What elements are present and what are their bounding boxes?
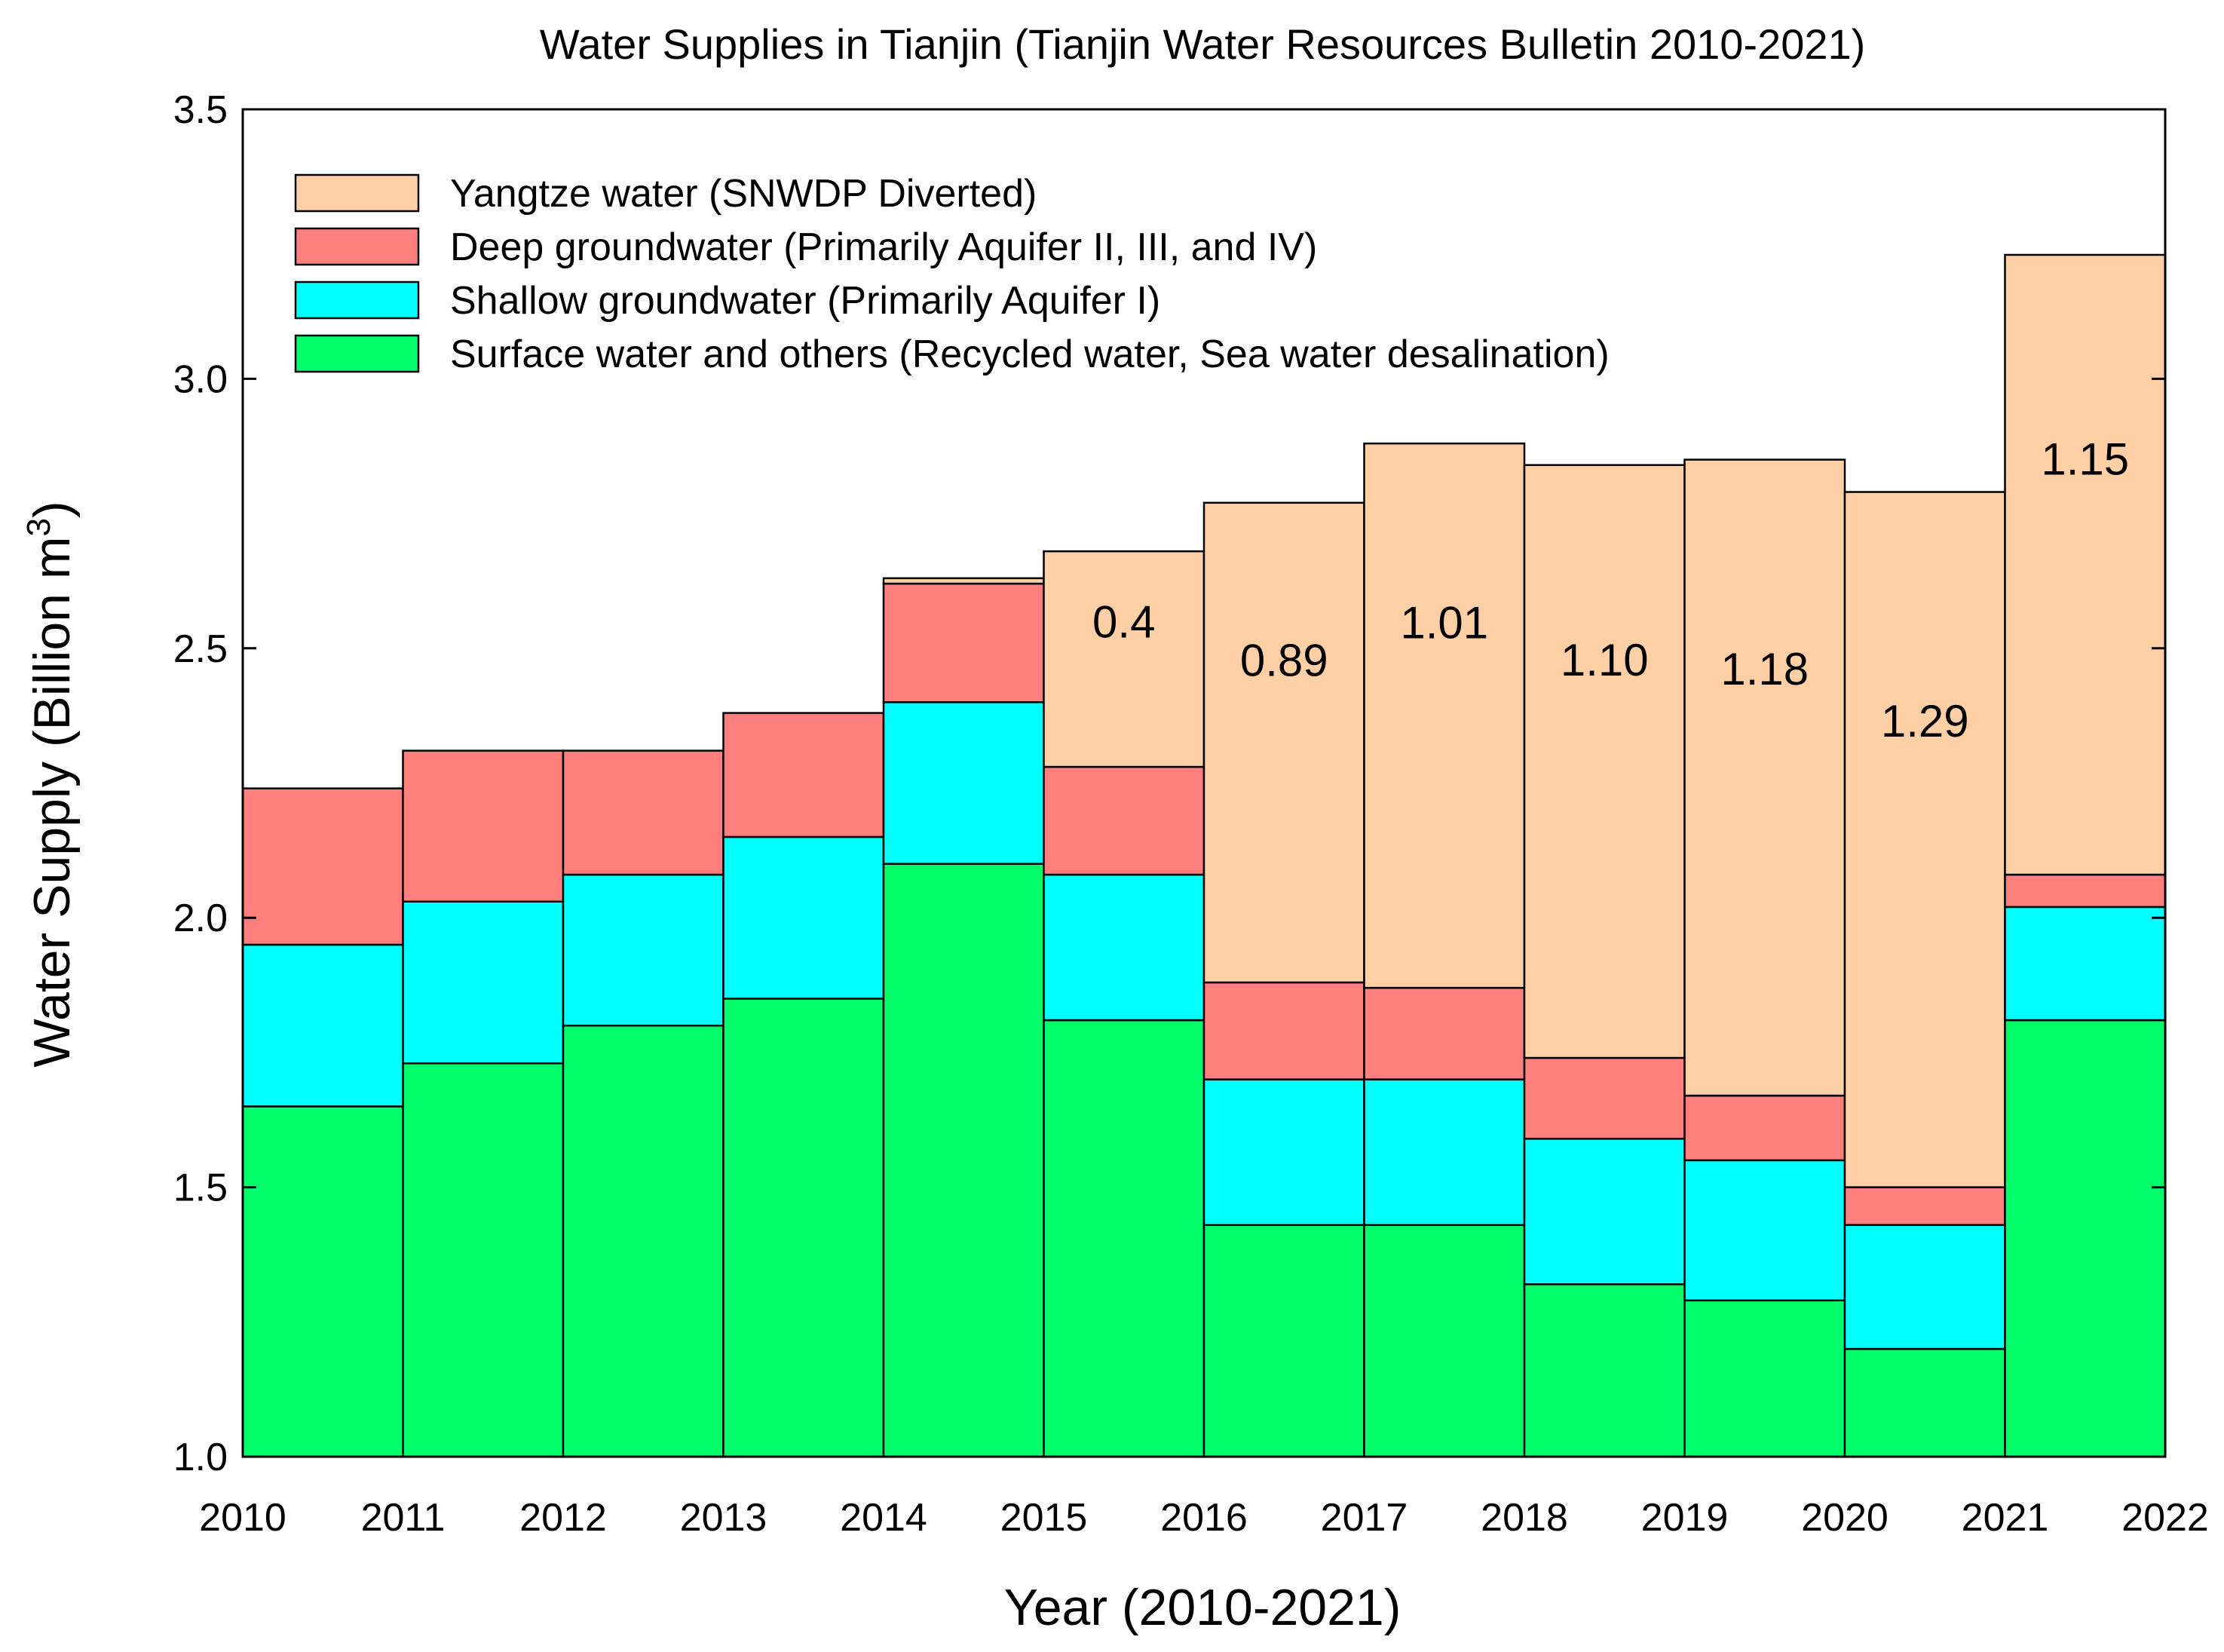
data-label-2015: 0.4 — [1092, 596, 1155, 647]
bar-2021-series-3 — [2004, 253, 2167, 876]
bar-2019-series-3 — [1683, 458, 1846, 1097]
bar-2014-series-0 — [882, 863, 1045, 1458]
x-tick-label: 2016 — [1160, 1496, 1248, 1540]
data-label-2018: 1.10 — [1561, 635, 1649, 685]
bar-2018-series-3 — [1523, 464, 1686, 1059]
bar-2020-series-2 — [1843, 1186, 2006, 1226]
legend-swatch-1 — [294, 280, 420, 320]
bar-2011-series-1 — [402, 900, 565, 1065]
bar-2020-series-3 — [1843, 491, 2006, 1188]
legend-swatch-0 — [294, 334, 420, 373]
bar-2012-series-0 — [562, 1024, 724, 1458]
x-tick-label: 2012 — [519, 1496, 607, 1540]
y-tick-label: 2.0 — [173, 896, 228, 940]
y-tick-label: 1.5 — [173, 1166, 228, 1210]
legend-label-1: Shallow groundwater (Primarily Aquifer I… — [450, 279, 1160, 323]
data-label-2016: 0.89 — [1240, 636, 1328, 686]
bars-group: 0.4 0.89 1.01 1.10 1.18 1.29 1.15 — [241, 253, 2167, 1458]
x-tick-label: 2015 — [1000, 1496, 1088, 1540]
bar-2015-series-3 — [1043, 550, 1205, 768]
bar-2016-series-3 — [1202, 501, 1365, 984]
x-axis-label: Year (2010-2021) — [1004, 1579, 1401, 1636]
bar-2014-series-3 — [882, 577, 1045, 585]
bar-2017-series-1 — [1363, 1078, 1526, 1226]
data-label-2019: 1.18 — [1720, 644, 1809, 694]
bar-2010-series-2 — [241, 787, 404, 946]
y-tick-label: 3.5 — [173, 88, 228, 132]
legend-label-0: Surface water and others (Recycled water… — [450, 333, 1610, 376]
bar-2019-series-1 — [1683, 1159, 1846, 1301]
x-tick-label: 2021 — [1962, 1496, 2049, 1540]
legend: Yangtze water (SNWDP Diverted) Deep groun… — [294, 172, 1610, 376]
x-tick-label: 2019 — [1641, 1496, 1729, 1540]
bar-2013-series-2 — [722, 712, 885, 838]
bar-2015-series-0 — [1043, 1019, 1205, 1458]
bar-2017-series-0 — [1363, 1224, 1526, 1458]
x-tick-label: 2017 — [1321, 1496, 1408, 1540]
bar-2021-series-1 — [2004, 906, 2167, 1022]
bar-2020-series-1 — [1843, 1224, 2006, 1350]
bar-2021-series-0 — [2004, 1019, 2167, 1458]
bar-2017-series-3 — [1363, 442, 1526, 989]
bar-2013-series-0 — [722, 998, 885, 1458]
y-axis: 1.0 1.5 2.0 2.5 3.0 3.5 — [173, 88, 2165, 1479]
bar-2014-series-1 — [882, 701, 1045, 865]
bar-2016-series-2 — [1202, 981, 1365, 1080]
x-tick-label: 2014 — [840, 1496, 927, 1540]
bar-2011-series-0 — [402, 1062, 565, 1458]
y-axis-label-sup: 3 — [20, 518, 57, 536]
y-axis-label-text: Water Supply (Billion m — [23, 537, 81, 1068]
legend-label-2: Deep groundwater (Primarily Aquifer II, … — [450, 225, 1317, 269]
x-tick-label: 2011 — [361, 1496, 446, 1540]
bar-2017-series-2 — [1363, 986, 1526, 1080]
bar-2018-series-2 — [1523, 1056, 1686, 1140]
legend-swatch-2 — [294, 227, 420, 266]
bar-2015-series-2 — [1043, 765, 1205, 876]
bar-2015-series-1 — [1043, 873, 1205, 1022]
bar-2020-series-0 — [1843, 1347, 2006, 1458]
x-tick-label: 2010 — [199, 1496, 286, 1540]
data-label-2020: 1.29 — [1881, 696, 1969, 746]
bar-2014-series-2 — [882, 582, 1045, 703]
legend-label-3: Yangtze water (SNWDP Diverted) — [450, 172, 1037, 216]
y-axis-label: Water Supply (Billion m3) — [20, 501, 81, 1067]
x-tick-label: 2020 — [1801, 1496, 1889, 1540]
bar-2018-series-0 — [1523, 1283, 1686, 1458]
y-tick-label: 2.5 — [173, 627, 228, 671]
chart-title: Water Supplies in Tianjin (Tianjin Water… — [540, 20, 1866, 68]
bar-2016-series-1 — [1202, 1078, 1365, 1226]
bar-2012-series-2 — [562, 749, 724, 876]
x-tick-label: 2022 — [2121, 1496, 2209, 1540]
bar-2019-series-2 — [1683, 1094, 1846, 1162]
x-tick-label: 2013 — [680, 1496, 767, 1540]
plot-frame — [241, 108, 2167, 1458]
data-label-2017: 1.01 — [1400, 597, 1488, 648]
bar-2021-series-2 — [2004, 873, 2167, 909]
bar-2013-series-1 — [722, 835, 885, 1000]
bar-2012-series-1 — [562, 873, 724, 1027]
legend-swatch-3 — [294, 173, 420, 213]
y-tick-label: 3.0 — [173, 357, 228, 401]
bar-2019-series-0 — [1683, 1299, 1846, 1458]
x-axis: 2010 2011 2012 2013 2014 2015 2016 2017 2018 2019… — [199, 1496, 2209, 1540]
y-axis-label-close: ) — [23, 501, 81, 518]
bar-2018-series-1 — [1523, 1138, 1686, 1286]
bar-2010-series-1 — [241, 943, 404, 1108]
bar-2011-series-2 — [402, 749, 565, 903]
bar-2016-series-0 — [1202, 1224, 1365, 1458]
bar-2010-series-0 — [241, 1105, 404, 1458]
data-label-2021: 1.15 — [2041, 434, 2129, 484]
y-tick-label: 1.0 — [173, 1436, 228, 1479]
x-tick-label: 2018 — [1481, 1496, 1568, 1540]
